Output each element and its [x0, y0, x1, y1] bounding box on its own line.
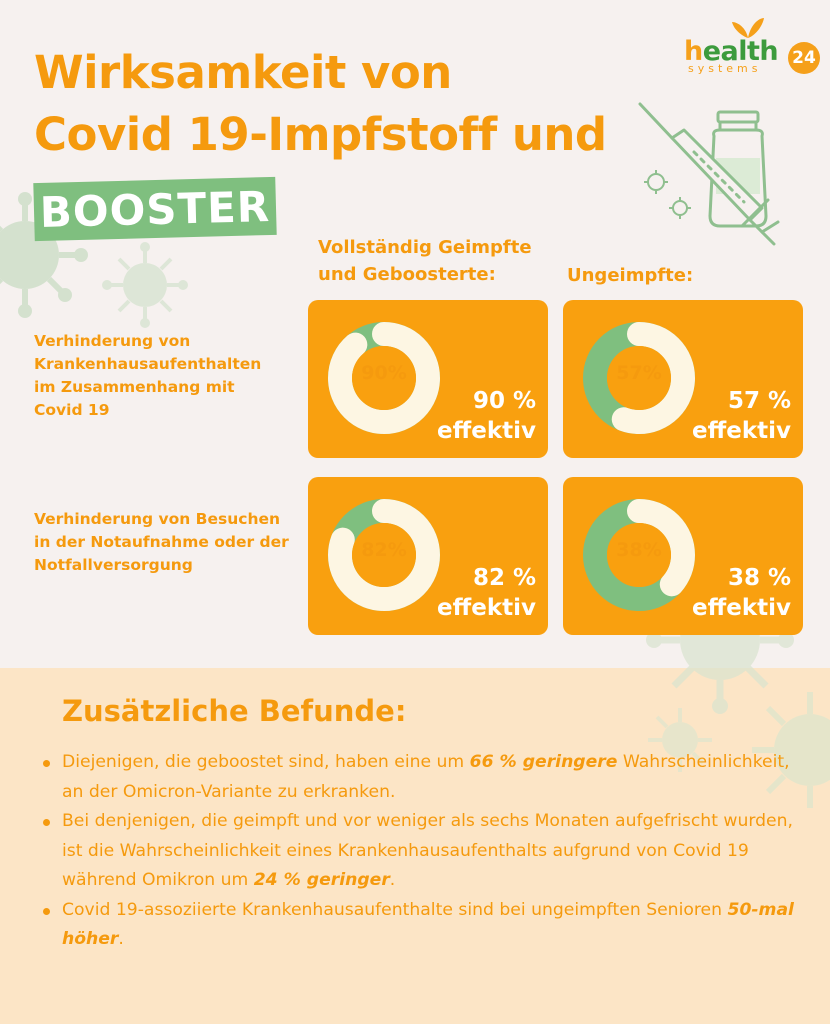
virus-icon — [752, 692, 830, 808]
findings-text: Diejenigen, die geboostet sind, haben ei… — [62, 752, 470, 772]
findings-heading: Zusätzliche Befunde: — [62, 694, 407, 728]
card-value: 90 % effektiv — [437, 386, 536, 446]
donut-chart — [328, 322, 440, 434]
card-value-effective: effektiv — [692, 418, 791, 444]
findings-item: Bei denjenigen, die geimpft und vor weni… — [40, 807, 800, 896]
leaf-icon — [732, 18, 764, 38]
logo-h: h — [684, 36, 703, 67]
donut-chart — [583, 499, 695, 611]
card-value-effective: effektiv — [437, 418, 536, 444]
findings-text: . — [389, 870, 396, 890]
row-label-emergency: Verhinderung von Besuchen in der Notaufn… — [34, 510, 289, 574]
card-value: 82 % effektiv — [437, 563, 536, 623]
donut-chart — [328, 499, 440, 611]
donut-center — [352, 346, 416, 410]
column-heading-vaccinated: Vollständig Geimpfte und Geboosterte: — [318, 234, 532, 288]
donut-percent-label: 57% — [616, 362, 662, 384]
donut-center — [607, 346, 671, 410]
column-heading-vaccinated-line2: und Geboosterte: — [318, 264, 496, 285]
card-value-percent: 82 % — [472, 565, 536, 591]
row-label-hospitalization: Verhinderung von Krankenhausaufenthalten… — [34, 332, 262, 419]
syringe-icon — [638, 102, 780, 246]
findings-emphasis: 50-mal höher — [62, 899, 794, 950]
findings-text: Covid 19-assoziierte Krankenhausaufentha… — [62, 899, 728, 920]
health-systems-logo: health systems 24 — [684, 10, 824, 80]
column-heading-unvaccinated: Ungeimpfte: — [567, 265, 694, 286]
card-unvaccinated-emergency: 38% 38 % effektiv — [563, 477, 803, 635]
donut-value-arc — [583, 322, 695, 434]
logo-wordmark: health — [684, 36, 779, 67]
title-line-2: Covid 19-Impfstoff und — [34, 108, 607, 161]
card-value-percent: 38 % — [727, 565, 791, 591]
virus-icon — [648, 708, 712, 772]
findings-text: Bei denjenigen, die geimpft und vor weni… — [62, 811, 793, 890]
column-heading-vaccinated-line1: Vollständig Geimpfte — [318, 237, 532, 258]
virus-icon — [102, 242, 188, 328]
donut-center — [607, 523, 671, 587]
donut-value-arc — [328, 322, 440, 434]
findings-item: Diejenigen, die geboostet sind, haben ei… — [40, 748, 800, 807]
findings-emphasis: 24 % geringer — [253, 870, 390, 890]
findings-list: Diejenigen, die geboostet sind, haben ei… — [40, 748, 800, 955]
card-vaccinated-emergency: 82% 82 % effektiv — [308, 477, 548, 635]
card-value-percent: 90 % — [472, 388, 536, 414]
logo-badge: 24 — [788, 42, 820, 74]
donut-percent-label: 38% — [616, 539, 662, 561]
card-value-effective: effektiv — [437, 595, 536, 621]
booster-badge: BOOSTER — [33, 176, 277, 242]
booster-badge-label: BOOSTER — [39, 181, 271, 237]
donut-center — [352, 523, 416, 587]
card-value: 57 % effektiv — [692, 386, 791, 446]
findings-emphasis: 66 % geringere — [469, 752, 618, 772]
title-line-1: Wirksamkeit von — [34, 46, 452, 99]
donut-chart — [583, 322, 695, 434]
donut-value-arc — [328, 499, 440, 611]
findings-text: . — [118, 929, 124, 949]
card-value-percent: 57 % — [727, 388, 791, 414]
donut-value-arc — [583, 499, 695, 611]
logo-systems-text: systems — [688, 62, 762, 75]
card-unvaccinated-hospitalization: 57% 57 % effektiv — [563, 300, 803, 458]
logo-health-text: ealth — [702, 36, 779, 67]
card-value-effective: effektiv — [692, 595, 791, 621]
donut-percent-label: 90% — [361, 362, 407, 384]
donut-percent-label: 82% — [361, 539, 407, 561]
findings-text: Wahrscheinlichkeit, an der Omicron-Varia… — [62, 752, 790, 802]
findings-item: Covid 19-assoziierte Krankenhausaufentha… — [40, 896, 800, 955]
card-vaccinated-hospitalization: 90% 90 % effektiv — [308, 300, 548, 458]
card-value: 38 % effektiv — [692, 563, 791, 623]
